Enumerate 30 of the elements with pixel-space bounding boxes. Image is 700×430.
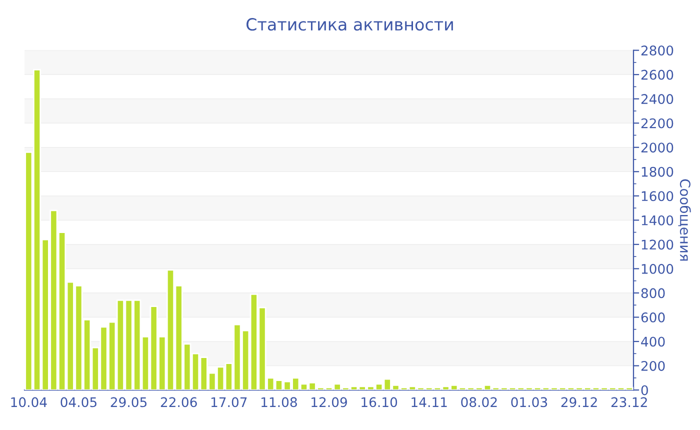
y-tick-label: 600 [641,312,665,322]
x-tick-label: 29.05 [110,397,147,408]
chart-title: Статистика активности [246,18,453,31]
y-tick-label: 2000 [641,142,674,153]
y-tick-label: 1600 [642,191,674,202]
x-tick-label: 11.08 [262,397,297,408]
y-tick-label: 400 [641,336,665,347]
x-tick-label: 16.10 [362,397,398,408]
y-tick-label: 1800 [642,166,674,177]
x-tick-label: 08.02 [461,397,497,408]
x-tick-label: 12.09 [312,397,347,408]
y-tick-label: 0 [641,385,648,396]
x-tick-label: 04.05 [60,397,96,408]
y-tick-label: 2200 [641,118,674,128]
x-tick-label: 23.12 [611,397,647,408]
y-tick-label: 200 [641,360,665,371]
y-tick-label: 2400 [641,94,674,104]
x-tick-label: 29.12 [561,397,597,408]
x-tick-label: 14.11 [412,397,447,407]
y-tick-label: 1000 [642,264,674,274]
x-tick-label: 01.03 [511,397,548,408]
y-tick-label: 1200 [642,240,674,250]
y-tick-label: 1400 [642,215,674,226]
x-tick-label: 17.07 [211,397,247,408]
y-tick-label: 800 [641,288,665,298]
y-axis-title: Сообщения [678,179,691,261]
x-tick-label: 10.04 [11,397,47,408]
x-tick-label: 22.06 [160,397,197,408]
y-tick-label: 2800 [641,46,674,56]
y-tick-label: 2600 [641,70,674,80]
